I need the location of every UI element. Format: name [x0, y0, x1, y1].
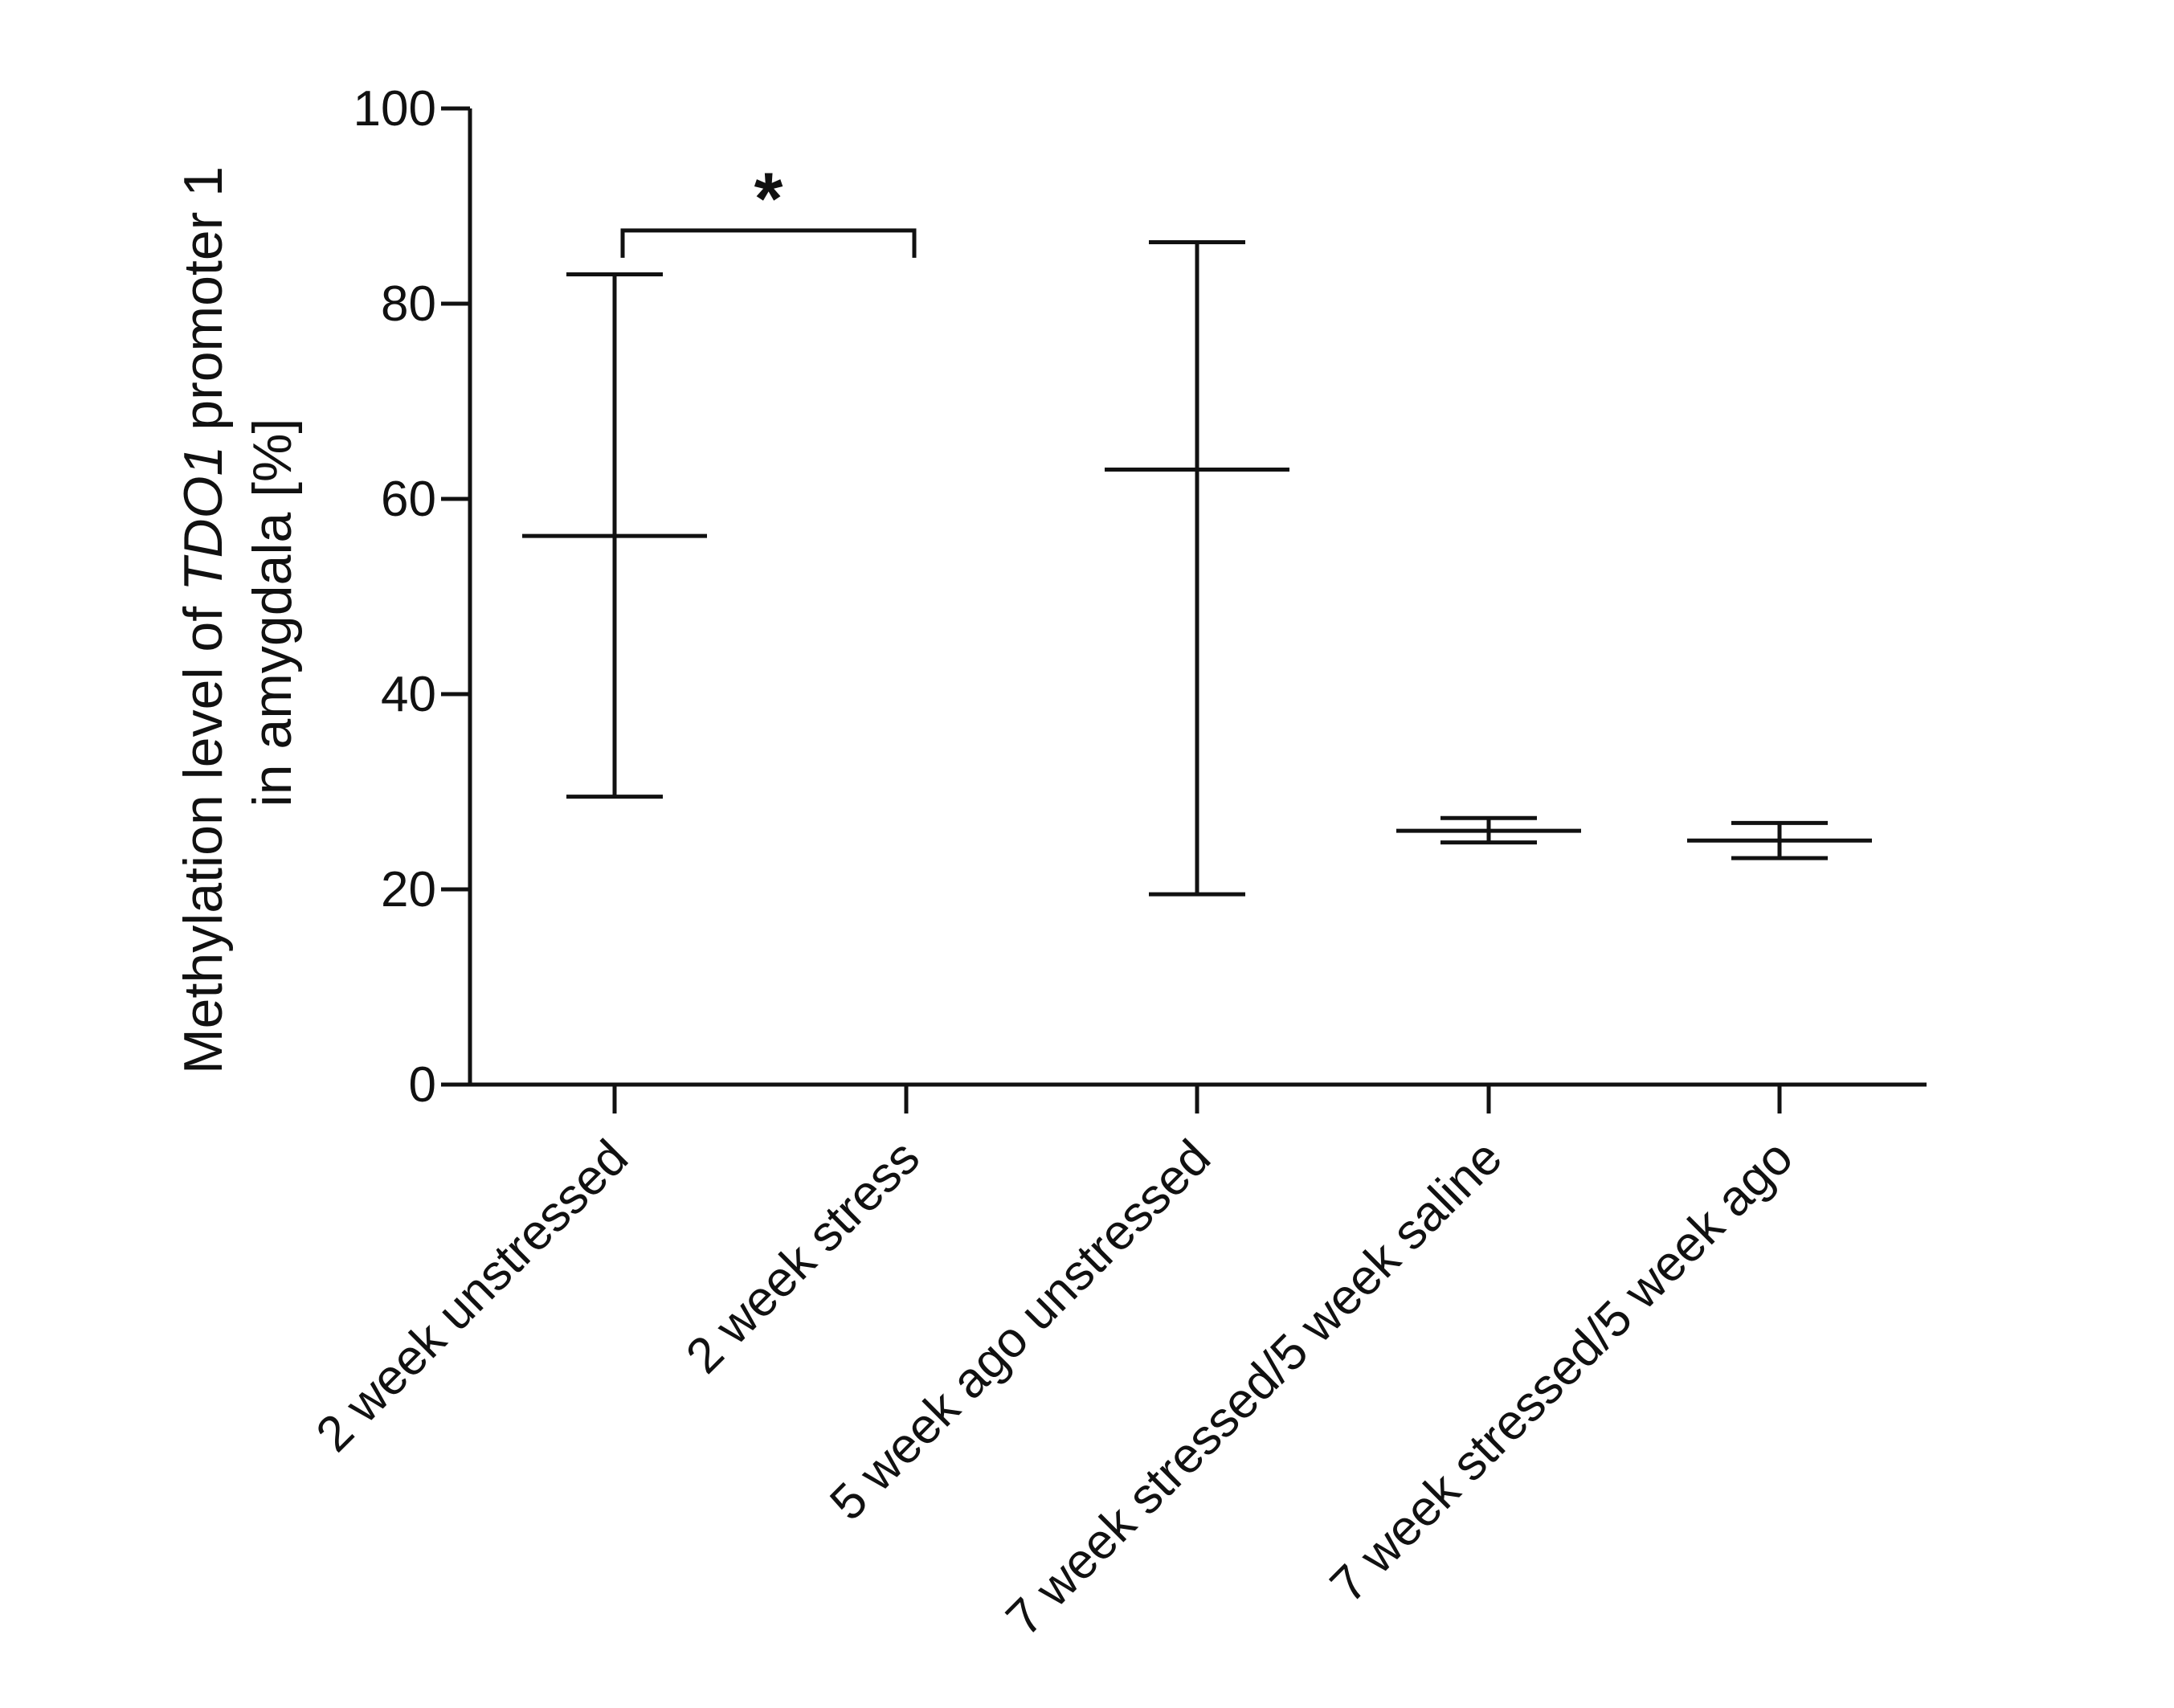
y-tick-label: 80 [381, 276, 436, 332]
x-tick-label: 7 week stressed/5 week saline [996, 1130, 1513, 1646]
y-axis-label-text-pre: Methylation level of [173, 591, 234, 1074]
data-point-group [1105, 239, 1289, 897]
y-tick-label: 0 [409, 1057, 436, 1113]
data-marks [522, 239, 1872, 897]
x-tick-label: 2 week stress [676, 1130, 930, 1384]
y-tick-label: 20 [381, 862, 436, 917]
y-axis-label-line-1: Methylation level of TDO1 promoter 1 [173, 151, 234, 1074]
y-tick-label: 40 [381, 667, 436, 722]
significance-star: * [754, 158, 783, 240]
y-axis: 0 20 40 60 80 100 [353, 81, 472, 1113]
annotations: * [620, 158, 917, 258]
y-axis-label-text-post: promoter 1 [173, 166, 234, 446]
data-point-group [1396, 815, 1581, 845]
y-tick-label: 100 [353, 81, 436, 137]
data-point-group [522, 272, 707, 799]
significance-bracket [620, 228, 917, 258]
x-tick-label: 7 week stressed/5 week ago [1320, 1130, 1804, 1613]
y-axis-label-line-2: in amygdala [%] [242, 419, 303, 807]
data-point-group [1687, 820, 1872, 860]
y-axis-label: Methylation level of TDO1 promoter 1 in … [173, 151, 303, 1074]
y-axis-label-gene: TDO1 [173, 446, 234, 591]
y-tick-label: 60 [381, 472, 436, 527]
x-tick-label: 2 week unstressed [306, 1130, 639, 1462]
